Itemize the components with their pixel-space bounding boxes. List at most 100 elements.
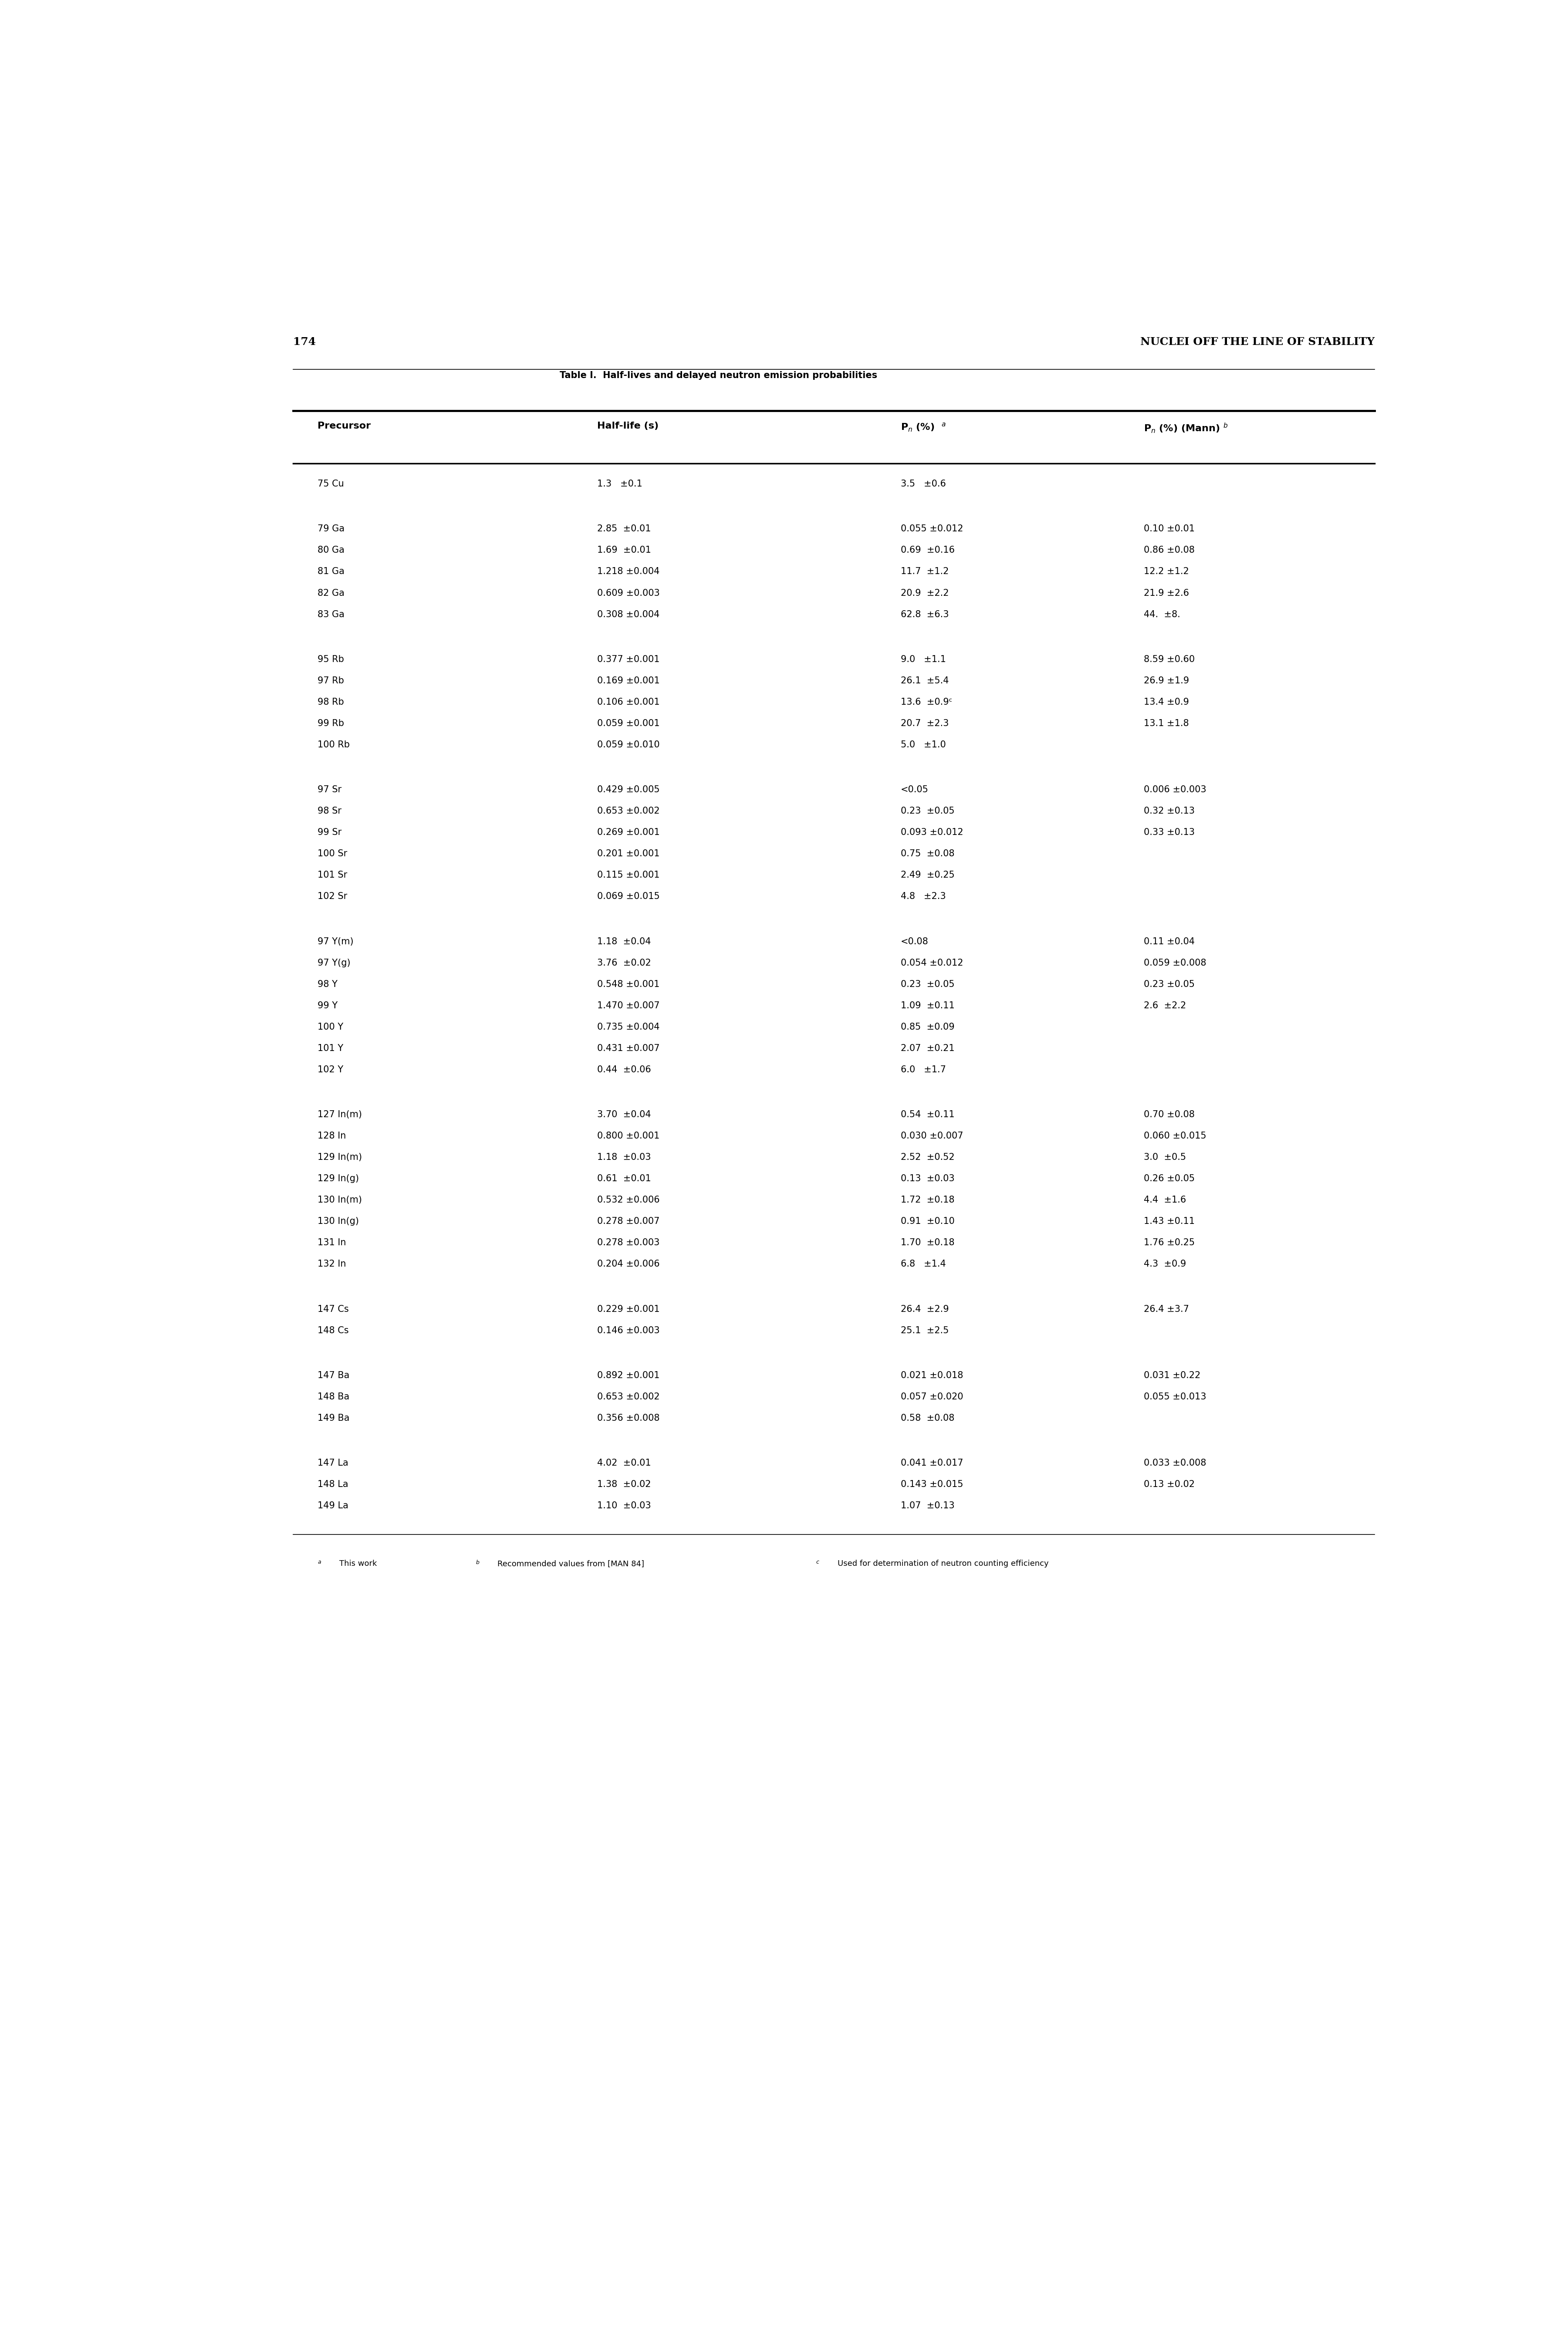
Text: 0.033 ±0.008: 0.033 ±0.008	[1145, 1458, 1206, 1468]
Text: 1.43 ±0.11: 1.43 ±0.11	[1145, 1216, 1195, 1225]
Text: 3.5   ±0.6: 3.5 ±0.6	[900, 480, 946, 489]
Text: 2.52  ±0.52: 2.52 ±0.52	[900, 1152, 955, 1162]
Text: 0.093 ±0.012: 0.093 ±0.012	[900, 828, 963, 837]
Text: 0.377 ±0.001: 0.377 ±0.001	[597, 654, 660, 663]
Text: 1.70  ±0.18: 1.70 ±0.18	[900, 1240, 955, 1247]
Text: 0.653 ±0.002: 0.653 ±0.002	[597, 1392, 660, 1402]
Text: 0.055 ±0.012: 0.055 ±0.012	[900, 524, 963, 534]
Text: 75 Cu: 75 Cu	[317, 480, 343, 489]
Text: 5.0   ±1.0: 5.0 ±1.0	[900, 741, 946, 750]
Text: 3.70  ±0.04: 3.70 ±0.04	[597, 1110, 651, 1120]
Text: Precursor: Precursor	[317, 421, 370, 430]
Text: 0.308 ±0.004: 0.308 ±0.004	[597, 609, 660, 619]
Text: 0.030 ±0.007: 0.030 ±0.007	[900, 1131, 963, 1141]
Text: Table I.  Half-lives and delayed neutron emission probabilities: Table I. Half-lives and delayed neutron …	[560, 372, 878, 379]
Text: 0.735 ±0.004: 0.735 ±0.004	[597, 1023, 660, 1030]
Text: 20.9  ±2.2: 20.9 ±2.2	[900, 588, 949, 597]
Text: 0.054 ±0.012: 0.054 ±0.012	[900, 960, 963, 967]
Text: 99 Rb: 99 Rb	[317, 720, 343, 727]
Text: 131 In: 131 In	[317, 1240, 347, 1247]
Text: 0.32 ±0.13: 0.32 ±0.13	[1145, 807, 1195, 816]
Text: 0.61  ±0.01: 0.61 ±0.01	[597, 1174, 651, 1183]
Text: 127 In(m): 127 In(m)	[317, 1110, 362, 1120]
Text: 148 Ba: 148 Ba	[317, 1392, 350, 1402]
Text: $^c$: $^c$	[815, 1559, 820, 1569]
Text: 11.7  ±1.2: 11.7 ±1.2	[900, 567, 949, 576]
Text: 130 In(m): 130 In(m)	[317, 1195, 362, 1204]
Text: Recommended values from [MAN 84]: Recommended values from [MAN 84]	[497, 1559, 644, 1569]
Text: 129 In(g): 129 In(g)	[317, 1174, 359, 1183]
Text: 26.1  ±5.4: 26.1 ±5.4	[900, 677, 949, 684]
Text: 0.23  ±0.05: 0.23 ±0.05	[900, 981, 955, 988]
Text: P$_n$ (%) (Mann) $^b$: P$_n$ (%) (Mann) $^b$	[1145, 421, 1228, 435]
Text: 99 Sr: 99 Sr	[317, 828, 342, 837]
Text: 83 Ga: 83 Ga	[317, 609, 345, 619]
Text: 0.75  ±0.08: 0.75 ±0.08	[900, 849, 955, 858]
Text: 6.8   ±1.4: 6.8 ±1.4	[900, 1261, 946, 1268]
Text: 0.548 ±0.001: 0.548 ±0.001	[597, 981, 660, 988]
Text: 4.02  ±0.01: 4.02 ±0.01	[597, 1458, 651, 1468]
Text: 101 Sr: 101 Sr	[317, 870, 347, 880]
Text: 3.76  ±0.02: 3.76 ±0.02	[597, 960, 651, 967]
Text: 0.278 ±0.003: 0.278 ±0.003	[597, 1240, 660, 1247]
Text: 0.021 ±0.018: 0.021 ±0.018	[900, 1371, 963, 1381]
Text: 100 Rb: 100 Rb	[317, 741, 350, 750]
Text: 0.006 ±0.003: 0.006 ±0.003	[1145, 786, 1206, 795]
Text: 0.204 ±0.006: 0.204 ±0.006	[597, 1261, 660, 1268]
Text: 0.201 ±0.001: 0.201 ±0.001	[597, 849, 660, 858]
Text: 132 In: 132 In	[317, 1261, 347, 1268]
Text: 98 Rb: 98 Rb	[317, 699, 343, 706]
Text: 0.060 ±0.015: 0.060 ±0.015	[1145, 1131, 1206, 1141]
Text: 8.59 ±0.60: 8.59 ±0.60	[1145, 654, 1195, 663]
Text: 0.892 ±0.001: 0.892 ±0.001	[597, 1371, 660, 1381]
Text: 147 Cs: 147 Cs	[317, 1305, 348, 1312]
Text: 2.49  ±0.25: 2.49 ±0.25	[900, 870, 955, 880]
Text: 97 Y(m): 97 Y(m)	[317, 936, 353, 946]
Text: 0.13 ±0.02: 0.13 ±0.02	[1145, 1479, 1195, 1489]
Text: 95 Rb: 95 Rb	[317, 654, 343, 663]
Text: 0.33 ±0.13: 0.33 ±0.13	[1145, 828, 1195, 837]
Text: 20.7  ±2.3: 20.7 ±2.3	[900, 720, 949, 727]
Text: 129 In(m): 129 In(m)	[317, 1152, 362, 1162]
Text: 1.3   ±0.1: 1.3 ±0.1	[597, 480, 643, 489]
Text: 0.278 ±0.007: 0.278 ±0.007	[597, 1216, 660, 1225]
Text: 1.76 ±0.25: 1.76 ±0.25	[1145, 1240, 1195, 1247]
Text: $^b$: $^b$	[475, 1559, 480, 1569]
Text: 12.2 ±1.2: 12.2 ±1.2	[1145, 567, 1189, 576]
Text: This work: This work	[339, 1559, 376, 1569]
Text: 0.23 ±0.05: 0.23 ±0.05	[1145, 981, 1195, 988]
Text: 97 Y(g): 97 Y(g)	[317, 960, 351, 967]
Text: 13.6  ±0.9ᶜ: 13.6 ±0.9ᶜ	[900, 699, 952, 706]
Text: 26.4  ±2.9: 26.4 ±2.9	[900, 1305, 949, 1312]
Text: 100 Y: 100 Y	[317, 1023, 343, 1030]
Text: 6.0   ±1.7: 6.0 ±1.7	[900, 1065, 946, 1075]
Text: 0.609 ±0.003: 0.609 ±0.003	[597, 588, 660, 597]
Text: 0.055 ±0.013: 0.055 ±0.013	[1145, 1392, 1206, 1402]
Text: 0.91  ±0.10: 0.91 ±0.10	[900, 1216, 955, 1225]
Text: 0.041 ±0.017: 0.041 ±0.017	[900, 1458, 963, 1468]
Text: 102 Y: 102 Y	[317, 1065, 343, 1075]
Text: 102 Sr: 102 Sr	[317, 891, 347, 901]
Text: 21.9 ±2.6: 21.9 ±2.6	[1145, 588, 1189, 597]
Text: 0.115 ±0.001: 0.115 ±0.001	[597, 870, 660, 880]
Text: 82 Ga: 82 Ga	[317, 588, 345, 597]
Text: 0.143 ±0.015: 0.143 ±0.015	[900, 1479, 963, 1489]
Text: 98 Sr: 98 Sr	[317, 807, 342, 816]
Text: 62.8  ±6.3: 62.8 ±6.3	[900, 609, 949, 619]
Text: 97 Rb: 97 Rb	[317, 677, 343, 684]
Text: 4.8   ±2.3: 4.8 ±2.3	[900, 891, 946, 901]
Text: $^a$: $^a$	[317, 1559, 321, 1569]
Text: 147 Ba: 147 Ba	[317, 1371, 350, 1381]
Text: 0.356 ±0.008: 0.356 ±0.008	[597, 1414, 660, 1423]
Text: 0.13  ±0.03: 0.13 ±0.03	[900, 1174, 955, 1183]
Text: Used for determination of neutron counting efficiency: Used for determination of neutron counti…	[837, 1559, 1049, 1569]
Text: 0.106 ±0.001: 0.106 ±0.001	[597, 699, 660, 706]
Text: 0.069 ±0.015: 0.069 ±0.015	[597, 891, 660, 901]
Text: 13.1 ±1.8: 13.1 ±1.8	[1145, 720, 1189, 727]
Text: 44.  ±8.: 44. ±8.	[1145, 609, 1181, 619]
Text: 0.70 ±0.08: 0.70 ±0.08	[1145, 1110, 1195, 1120]
Text: 3.0  ±0.5: 3.0 ±0.5	[1145, 1152, 1185, 1162]
Text: 25.1  ±2.5: 25.1 ±2.5	[900, 1327, 949, 1336]
Text: 4.3  ±0.9: 4.3 ±0.9	[1145, 1261, 1187, 1268]
Text: 2.85  ±0.01: 2.85 ±0.01	[597, 524, 651, 534]
